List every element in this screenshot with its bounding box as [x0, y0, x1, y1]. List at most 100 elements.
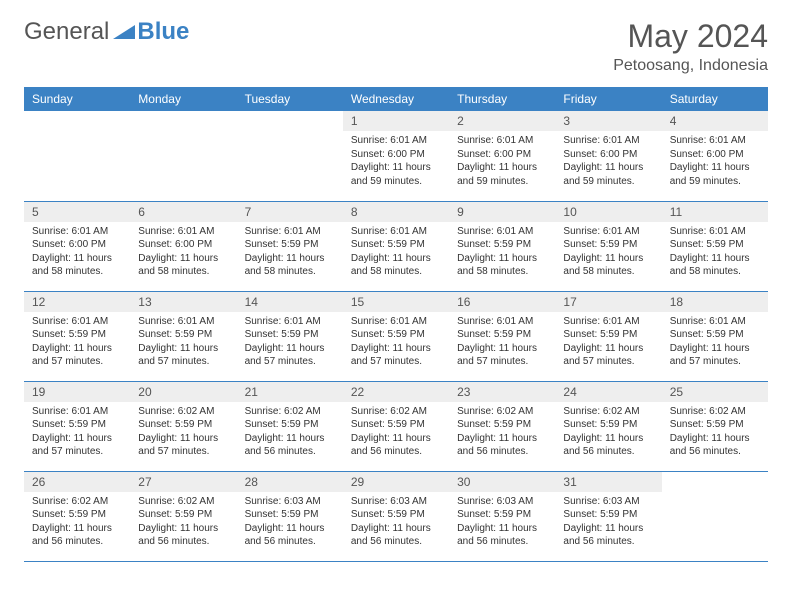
day-number: 9: [449, 202, 555, 222]
day-content: Sunrise: 6:01 AMSunset: 5:59 PMDaylight:…: [662, 312, 768, 375]
day-number: 31: [555, 472, 661, 492]
day-info-line: Sunrise: 6:01 AM: [670, 134, 760, 148]
day-number: 23: [449, 382, 555, 402]
day-content: Sunrise: 6:01 AMSunset: 6:00 PMDaylight:…: [24, 222, 130, 285]
day-content: Sunrise: 6:01 AMSunset: 6:00 PMDaylight:…: [555, 131, 661, 194]
day-content: [237, 117, 343, 126]
day-number: 22: [343, 382, 449, 402]
calendar-day-cell: 8Sunrise: 6:01 AMSunset: 5:59 PMDaylight…: [343, 201, 449, 291]
day-content: Sunrise: 6:01 AMSunset: 6:00 PMDaylight:…: [449, 131, 555, 194]
day-info-line: Sunrise: 6:02 AM: [32, 495, 122, 509]
calendar-day-cell: 25Sunrise: 6:02 AMSunset: 5:59 PMDayligh…: [662, 381, 768, 471]
day-content: Sunrise: 6:02 AMSunset: 5:59 PMDaylight:…: [662, 402, 768, 465]
calendar-day-cell: 1Sunrise: 6:01 AMSunset: 6:00 PMDaylight…: [343, 111, 449, 201]
day-info-line: Sunrise: 6:01 AM: [351, 315, 441, 329]
calendar-day-cell: 27 Sunrise: 6:02 AMSunset: 5:59 PMDayligh…: [130, 471, 236, 561]
day-number: 16: [449, 292, 555, 312]
day-number: 27: [130, 472, 236, 492]
day-info-line: Daylight: 11 hours and 56 minutes.: [563, 522, 653, 549]
day-number: 25: [662, 382, 768, 402]
day-content: [662, 478, 768, 487]
day-info-line: Daylight: 11 hours and 57 minutes.: [32, 342, 122, 369]
day-info-line: Sunset: 5:59 PM: [670, 238, 760, 252]
day-info-line: Sunset: 5:59 PM: [670, 418, 760, 432]
calendar-body: 1Sunrise: 6:01 AMSunset: 6:00 PMDaylight…: [24, 111, 768, 561]
day-info-line: Sunrise: 6:03 AM: [245, 495, 335, 509]
day-info-line: Sunset: 5:59 PM: [351, 328, 441, 342]
day-content: Sunrise: 6:02 AMSunset: 5:59 PMDaylight:…: [449, 402, 555, 465]
day-info-line: Sunset: 5:59 PM: [32, 508, 122, 522]
calendar-day-cell: 31 Sunrise: 6:03 AMSunset: 5:59 PMDayligh…: [555, 471, 661, 561]
day-number: 24: [555, 382, 661, 402]
day-content: Sunrise: 6:01 AMSunset: 5:59 PMDaylight:…: [343, 222, 449, 285]
calendar-day-cell: 4 Sunrise: 6:01 AMSunset: 6:00 PMDaylight…: [662, 111, 768, 201]
day-info-line: Daylight: 11 hours and 56 minutes.: [245, 522, 335, 549]
day-info-line: Daylight: 11 hours and 58 minutes.: [670, 252, 760, 279]
day-info-line: Sunset: 5:59 PM: [563, 508, 653, 522]
day-number: 15: [343, 292, 449, 312]
day-content: Sunrise: 6:03 AMSunset: 5:59 PMDaylight:…: [237, 492, 343, 555]
day-info-line: Sunset: 5:59 PM: [138, 328, 228, 342]
day-info-line: Daylight: 11 hours and 59 minutes.: [670, 161, 760, 188]
day-content: Sunrise: 6:01 AMSunset: 5:59 PMDaylight:…: [343, 312, 449, 375]
calendar-day-cell: 26Sunrise: 6:02 AMSunset: 5:59 PMDayligh…: [24, 471, 130, 561]
day-content: Sunrise: 6:01 AMSunset: 5:59 PMDaylight:…: [237, 222, 343, 285]
calendar-day-cell: 22Sunrise: 6:02 AMSunset: 5:59 PMDayligh…: [343, 381, 449, 471]
day-number: 4: [662, 111, 768, 131]
day-info-line: Sunrise: 6:01 AM: [32, 405, 122, 419]
calendar-day-cell: 23Sunrise: 6:02 AMSunset: 5:59 PMDayligh…: [449, 381, 555, 471]
day-number: 14: [237, 292, 343, 312]
day-info-line: Sunset: 5:59 PM: [457, 418, 547, 432]
day-info-line: Daylight: 11 hours and 59 minutes.: [457, 161, 547, 188]
day-info-line: Sunset: 6:00 PM: [563, 148, 653, 162]
day-info-line: Sunset: 5:59 PM: [670, 328, 760, 342]
day-number: 2: [449, 111, 555, 131]
day-number: 7: [237, 202, 343, 222]
calendar-table: Sunday Monday Tuesday Wednesday Thursday…: [24, 87, 768, 562]
day-info-line: Sunrise: 6:03 AM: [563, 495, 653, 509]
day-info-line: Daylight: 11 hours and 59 minutes.: [563, 161, 653, 188]
day-info-line: Sunset: 5:59 PM: [32, 418, 122, 432]
day-info-line: Daylight: 11 hours and 57 minutes.: [351, 342, 441, 369]
calendar-day-cell: 18Sunrise: 6:01 AMSunset: 5:59 PMDayligh…: [662, 291, 768, 381]
day-info-line: Sunset: 5:59 PM: [138, 508, 228, 522]
day-number: 11: [662, 202, 768, 222]
day-info-line: Sunrise: 6:01 AM: [563, 225, 653, 239]
day-info-line: Sunrise: 6:01 AM: [457, 134, 547, 148]
day-info-line: Sunset: 5:59 PM: [563, 328, 653, 342]
calendar-day-cell: 10Sunrise: 6:01 AMSunset: 5:59 PMDayligh…: [555, 201, 661, 291]
day-info-line: Sunrise: 6:02 AM: [138, 405, 228, 419]
calendar-day-cell: 5Sunrise: 6:01 AMSunset: 6:00 PMDaylight…: [24, 201, 130, 291]
calendar-week-row: 19Sunrise: 6:01 AMSunset: 5:59 PMDayligh…: [24, 381, 768, 471]
day-number: 30: [449, 472, 555, 492]
weekday-header: Tuesday: [237, 87, 343, 111]
calendar-day-cell: 12Sunrise: 6:01 AMSunset: 5:59 PMDayligh…: [24, 291, 130, 381]
day-content: Sunrise: 6:01 AMSunset: 5:59 PMDaylight:…: [24, 402, 130, 465]
calendar-week-row: 1Sunrise: 6:01 AMSunset: 6:00 PMDaylight…: [24, 111, 768, 201]
day-number: 21: [237, 382, 343, 402]
calendar-day-cell: [130, 111, 236, 201]
day-info-line: Daylight: 11 hours and 56 minutes.: [32, 522, 122, 549]
day-info-line: Sunset: 6:00 PM: [138, 238, 228, 252]
calendar-day-cell: [24, 111, 130, 201]
day-info-line: Sunrise: 6:02 AM: [138, 495, 228, 509]
day-info-line: Sunrise: 6:03 AM: [457, 495, 547, 509]
calendar-day-cell: 9Sunrise: 6:01 AMSunset: 5:59 PMDaylight…: [449, 201, 555, 291]
day-info-line: Sunrise: 6:01 AM: [457, 315, 547, 329]
day-info-line: Sunset: 6:00 PM: [670, 148, 760, 162]
day-info-line: Sunrise: 6:01 AM: [351, 134, 441, 148]
day-info-line: Daylight: 11 hours and 56 minutes.: [138, 522, 228, 549]
day-info-line: Daylight: 11 hours and 57 minutes.: [457, 342, 547, 369]
calendar-day-cell: 16Sunrise: 6:01 AMSunset: 5:59 PMDayligh…: [449, 291, 555, 381]
calendar-day-cell: 11 Sunrise: 6:01 AMSunset: 5:59 PMDayligh…: [662, 201, 768, 291]
logo-triangle-icon: [113, 18, 135, 46]
day-info-line: Daylight: 11 hours and 56 minutes.: [245, 432, 335, 459]
weekday-header: Sunday: [24, 87, 130, 111]
day-info-line: Sunset: 6:00 PM: [351, 148, 441, 162]
day-info-line: Sunset: 5:59 PM: [32, 328, 122, 342]
day-content: Sunrise: 6:02 AMSunset: 5:59 PMDaylight:…: [24, 492, 130, 555]
day-content: Sunrise: 6:01 AMSunset: 5:59 PMDaylight:…: [555, 312, 661, 375]
day-info-line: Sunrise: 6:01 AM: [670, 225, 760, 239]
day-number: 26: [24, 472, 130, 492]
day-info-line: Daylight: 11 hours and 57 minutes.: [32, 432, 122, 459]
